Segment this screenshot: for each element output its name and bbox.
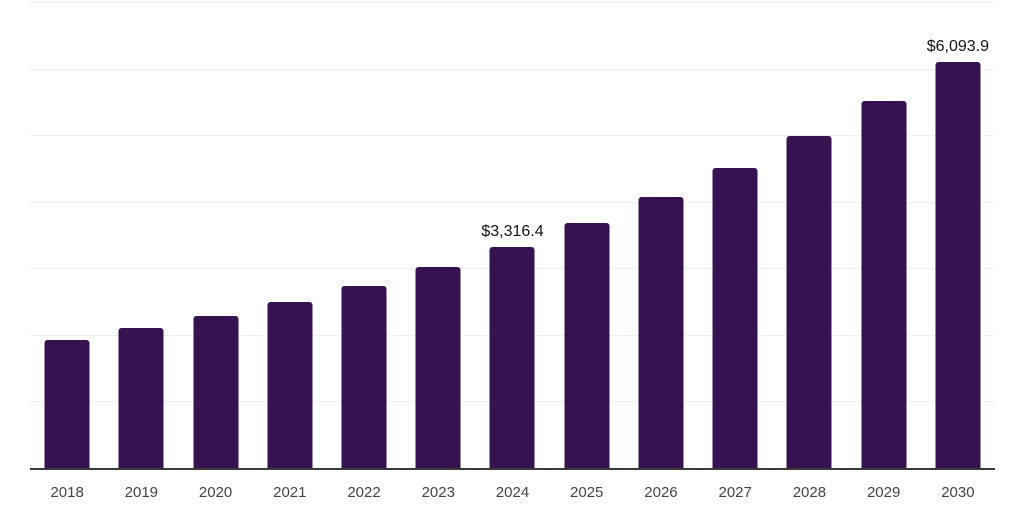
bar-slot-2018 [30, 2, 104, 468]
plot-area: $3,316.4 $6,093.9 [30, 2, 995, 468]
bar-slot-2023 [401, 2, 475, 468]
x-tick-label-2024: 2024 [495, 484, 530, 501]
bar-2018 [44, 339, 90, 468]
bar-slot-2024: $3,316.4 [475, 2, 549, 468]
bar-2028 [786, 136, 832, 468]
x-tick-label-2026: 2026 [644, 484, 678, 501]
gridline-5000 [30, 135, 995, 137]
bar-2026 [638, 197, 684, 468]
bar-slot-2019 [104, 2, 178, 468]
bar-slot-2028 [772, 2, 846, 468]
bar-slot-2020 [178, 2, 252, 468]
x-axis-line [30, 468, 995, 470]
bar-2023 [415, 267, 461, 468]
bar-2019 [118, 328, 164, 468]
bar-slot-2030: $6,093.9 [921, 2, 995, 468]
bar-2022 [341, 286, 387, 468]
bar-2025 [564, 223, 610, 468]
x-axis-labels: 2018 2019 2020 2021 2022 2023 2024 2025 2026 2027… [30, 484, 995, 504]
bar-2024 [489, 247, 535, 468]
x-tick-label-2022: 2022 [347, 484, 381, 501]
bar-2027 [712, 168, 758, 468]
data-label-2024: $3,316.4 [481, 223, 544, 241]
x-tick-label-2030: 2030 [941, 484, 975, 501]
bar-slot-2029 [847, 2, 921, 468]
data-label-2030: $6,093.9 [926, 38, 990, 56]
gridline-4000 [30, 201, 995, 203]
gridline-7000 [30, 2, 995, 3]
gridline-6000 [30, 68, 995, 70]
bar-2021 [267, 302, 313, 468]
x-tick-label-2028: 2028 [792, 484, 827, 501]
x-tick-label-2018: 2018 [50, 484, 84, 501]
bar-slot-2022 [327, 2, 401, 468]
bar-slot-2026 [624, 2, 698, 468]
x-tick-label-2020: 2020 [198, 484, 233, 501]
x-tick-label-2019: 2019 [124, 484, 159, 501]
bar-2029 [861, 101, 907, 468]
bar-slot-2027 [698, 2, 772, 468]
x-tick-label-2029: 2029 [866, 484, 901, 501]
x-tick-label-2027: 2027 [718, 484, 752, 501]
bar-2020 [193, 315, 239, 468]
bar-slot-2025 [550, 2, 624, 468]
x-tick-label-2025: 2025 [570, 484, 604, 501]
bar-slot-2021 [253, 2, 327, 468]
x-tick-label-2021: 2021 [273, 484, 307, 501]
bar-2030 [935, 62, 981, 468]
x-tick-label-2023: 2023 [421, 484, 455, 501]
